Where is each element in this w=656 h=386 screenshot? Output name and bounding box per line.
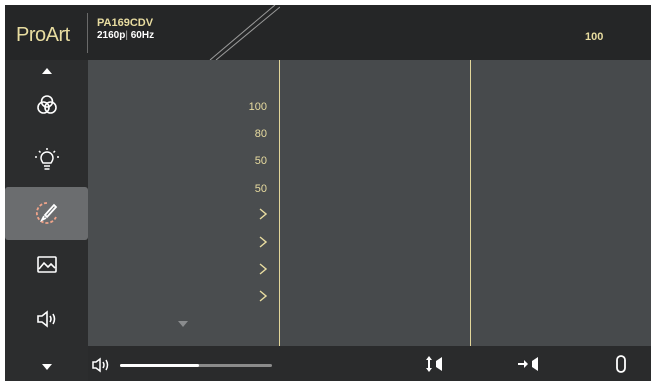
down-arrow-icon — [41, 364, 52, 370]
volume-slider-fill — [120, 364, 199, 367]
osd-header: ProArt PA169CDV 2160p| 60Hz 100 — [5, 5, 651, 60]
header-divider — [87, 13, 88, 53]
model-name: PA169CDV — [97, 17, 154, 29]
speaker-icon — [36, 310, 55, 328]
sidebar-item-palette[interactable] — [5, 193, 88, 233]
chevron-right-icon[interactable] — [259, 263, 267, 275]
sidebar-item-image[interactable] — [5, 247, 88, 283]
menu-value-row[interactable]: 50 — [254, 155, 267, 167]
color-circles-icon — [36, 95, 57, 114]
bottom-bar — [88, 346, 651, 381]
refresh-text: 60Hz — [130, 30, 155, 41]
sidebar-scroll-down[interactable] — [5, 360, 88, 374]
menu-value-row[interactable]: 50 — [254, 183, 267, 195]
image-icon — [36, 256, 57, 273]
osd-menu: ProArt PA169CDV 2160p| 60Hz 100 — [5, 5, 651, 381]
sidebar-item-brightness[interactable] — [5, 140, 88, 180]
chevron-right-icon[interactable] — [259, 290, 267, 302]
column-divider-1 — [279, 60, 280, 346]
resolution-text: 2160p — [97, 30, 126, 41]
exit-icon[interactable] — [614, 354, 628, 374]
brand-logo: ProArt — [16, 24, 70, 46]
info-separator: | — [125, 30, 128, 41]
input-arrow-icon[interactable] — [517, 354, 541, 374]
sidebar-scroll-up[interactable] — [5, 63, 88, 79]
header-value: 100 — [585, 31, 604, 43]
palette-brush-icon — [35, 202, 57, 224]
menu-value-row[interactable]: 100 — [248, 101, 267, 113]
header-slash-decoration — [209, 5, 280, 60]
light-bulb-icon — [34, 148, 59, 170]
scroll-down-icon[interactable] — [178, 321, 188, 327]
sidebar-item-color[interactable] — [5, 87, 88, 123]
chevron-right-icon[interactable] — [259, 236, 267, 248]
speaker-icon[interactable] — [91, 356, 111, 374]
menu-value-row[interactable]: 80 — [254, 128, 267, 140]
sidebar-item-sound[interactable] — [5, 301, 88, 337]
sidebar — [5, 60, 88, 381]
input-up-down-icon[interactable] — [424, 354, 446, 374]
up-arrow-icon — [41, 68, 52, 74]
signal-info: 2160p| 60Hz — [97, 30, 154, 41]
column-divider-2 — [470, 60, 471, 346]
menu-column-1 — [88, 60, 279, 346]
chevron-right-icon[interactable] — [259, 208, 267, 220]
